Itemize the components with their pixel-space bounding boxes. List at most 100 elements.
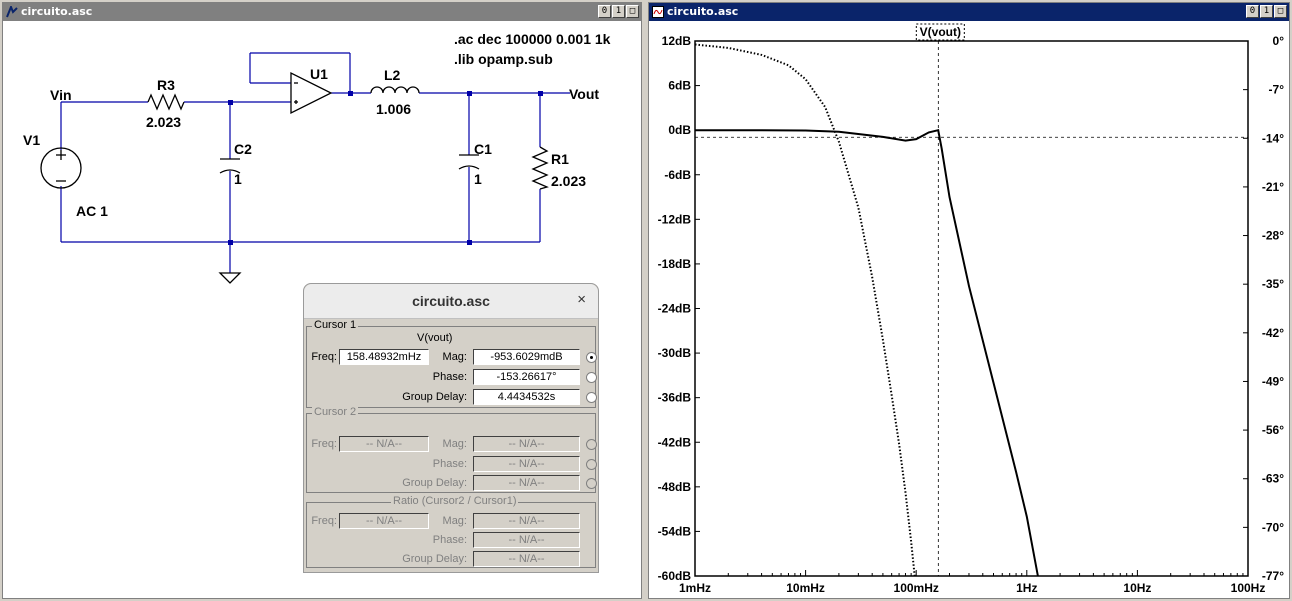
phase-tick-label: 0°	[1273, 34, 1285, 48]
c1-name[interactable]: C1	[474, 141, 492, 157]
y-tick-label: -36dB	[658, 391, 692, 405]
net-label-vin[interactable]: Vin	[50, 87, 72, 103]
phase-label: Phase:	[432, 458, 467, 470]
ac-directive[interactable]: .ac dec 100000 0.001 1k	[454, 31, 611, 47]
group-delay-label: Group Delay:	[402, 391, 467, 403]
v1-value[interactable]: AC 1	[76, 203, 108, 219]
restore-button[interactable]: 1	[1260, 5, 1273, 18]
cursor2-mag-field[interactable]: -- N/A--	[473, 436, 580, 452]
freq-label: Freq:	[311, 438, 337, 450]
y-tick-label: -24dB	[658, 302, 692, 316]
maximize-button[interactable]: □	[626, 5, 639, 18]
y-tick-label: -18dB	[658, 257, 692, 271]
plot-frame	[694, 40, 1249, 577]
cursor2-freq-field[interactable]: -- N/A--	[339, 436, 429, 452]
y-tick-label: -54dB	[658, 524, 692, 538]
plot-pane[interactable]: 12dB 6dB 0dB -6dB -12dB -18dB -24dB -30dB -36dB -…	[651, 23, 1287, 596]
cursor1-phase-radio[interactable]	[586, 372, 597, 383]
y-tick-label: -6dB	[664, 168, 691, 182]
ltspice-icon	[6, 6, 18, 18]
x-tick-label: 10Hz	[1123, 581, 1151, 595]
cursor2-phase-field[interactable]: -- N/A--	[473, 456, 580, 472]
cursor-dialog: circuito.asc × Cursor 1 V(vout) Freq: 15…	[303, 283, 599, 573]
restore-button[interactable]: 1	[612, 5, 625, 18]
dialog-title: circuito.asc	[412, 293, 490, 309]
maximize-button[interactable]: □	[1274, 5, 1287, 18]
cursor2-label: Cursor 2	[312, 406, 359, 418]
v1-name[interactable]: V1	[23, 132, 40, 148]
group-delay-label: Group Delay:	[402, 553, 467, 565]
cursor1-mag-radio[interactable]	[586, 352, 597, 363]
phase-tick-label: -7°	[1269, 83, 1285, 97]
bode-plot[interactable]: 12dB 6dB 0dB -6dB -12dB -18dB -24dB -30dB -36dB -…	[651, 23, 1287, 596]
plot-window: circuito.asc 0 1 □ 12dB 6dB 0dB -6dB -12dB -1…	[648, 2, 1290, 599]
c1-value[interactable]: 1	[474, 171, 482, 187]
mag-label: Mag:	[442, 351, 467, 363]
x-tick-label: 1mHz	[679, 581, 711, 595]
x-tick-label: 10mHz	[786, 581, 825, 595]
cursor1-phase-field[interactable]: -153.26617°	[473, 369, 580, 385]
ratio-freq-field[interactable]: -- N/A--	[339, 513, 429, 529]
ratio-group-delay-field[interactable]: -- N/A--	[473, 551, 580, 567]
ratio-phase-field[interactable]: -- N/A--	[473, 532, 580, 548]
y-tick-label: -12dB	[658, 212, 692, 226]
y-tick-label: 6dB	[668, 79, 691, 93]
phase-tick-label: -42°	[1262, 326, 1284, 340]
cursor1-freq-field[interactable]: 158.48932mHz	[339, 349, 429, 365]
phase-tick-label: -63°	[1262, 472, 1284, 486]
minimize-button[interactable]: 0	[1246, 5, 1259, 18]
cursor1-group-delay-field[interactable]: 4.4434532s	[473, 389, 580, 405]
dialog-header[interactable]: circuito.asc ×	[304, 284, 598, 319]
phase-label: Phase:	[432, 371, 467, 383]
net-label-vout[interactable]: Vout	[569, 86, 599, 102]
phase-tick-label: -14°	[1262, 131, 1284, 145]
schematic-drawing: .ac dec 100000 0.001 1k .lib opamp.sub V…	[23, 31, 611, 284]
ratio-mag-field[interactable]: -- N/A--	[473, 513, 580, 529]
r1-value[interactable]: 2.023	[551, 173, 586, 189]
freq-label: Freq:	[311, 351, 337, 363]
r3-value[interactable]: 2.023	[146, 114, 181, 130]
close-icon[interactable]: ×	[577, 291, 586, 308]
magnitude-trace	[695, 128, 1039, 577]
phase-tick-label: -77°	[1262, 569, 1284, 583]
x-tick-label: 100Hz	[1231, 581, 1266, 595]
schematic-title: circuito.asc	[21, 5, 93, 18]
y-tick-label: -48dB	[658, 480, 692, 494]
lib-directive[interactable]: .lib opamp.sub	[454, 51, 553, 67]
l2-value[interactable]: 1.006	[376, 101, 411, 117]
c2-value[interactable]: 1	[234, 171, 242, 187]
waveform-icon	[652, 6, 664, 18]
cursor1-group-delay-radio[interactable]	[586, 392, 597, 403]
trace-label[interactable]: V(vout)	[920, 25, 961, 39]
cursor1-mag-field[interactable]: -953.6029mdB	[473, 349, 580, 365]
plot-title: circuito.asc	[667, 5, 739, 18]
y-tick-label: -60dB	[658, 569, 692, 583]
phase-tick-label: -49°	[1262, 374, 1284, 388]
l2-name[interactable]: L2	[384, 67, 401, 83]
cursor2-group: Cursor 2 Freq: -- N/A-- Mag: -- N/A-- Ph…	[306, 406, 597, 493]
phase-tick-label: -28°	[1262, 229, 1284, 243]
minimize-button[interactable]: 0	[598, 5, 611, 18]
cursor2-group-delay-radio[interactable]	[586, 478, 597, 489]
cursor2-phase-radio[interactable]	[586, 459, 597, 470]
freq-label: Freq:	[311, 515, 337, 527]
cursor1-group: Cursor 1 V(vout) Freq: 158.48932mHz Mag:…	[306, 319, 597, 408]
group-delay-label: Group Delay:	[402, 477, 467, 489]
y-tick-label: 0dB	[668, 123, 691, 137]
plot-titlebar[interactable]: circuito.asc 0 1 □	[649, 3, 1289, 21]
cursor1-trace: V(vout)	[417, 332, 453, 344]
phase-tick-label: -70°	[1262, 520, 1284, 534]
schematic-titlebar[interactable]: circuito.asc 0 1 □	[3, 3, 641, 21]
c2-name[interactable]: C2	[234, 141, 252, 157]
cursor2-mag-radio[interactable]	[586, 439, 597, 450]
x-tick-label: 1Hz	[1016, 581, 1037, 595]
cursor2-group-delay-field[interactable]: -- N/A--	[473, 475, 580, 491]
phase-label: Phase:	[432, 534, 467, 546]
r3-name[interactable]: R3	[157, 77, 175, 93]
mag-label: Mag:	[442, 438, 467, 450]
r1-name[interactable]: R1	[551, 151, 569, 167]
u1-name[interactable]: U1	[310, 66, 328, 82]
x-tick-label: 100mHz	[894, 581, 939, 595]
phase-trace	[694, 43, 916, 577]
y-tick-label: 12dB	[662, 34, 692, 48]
